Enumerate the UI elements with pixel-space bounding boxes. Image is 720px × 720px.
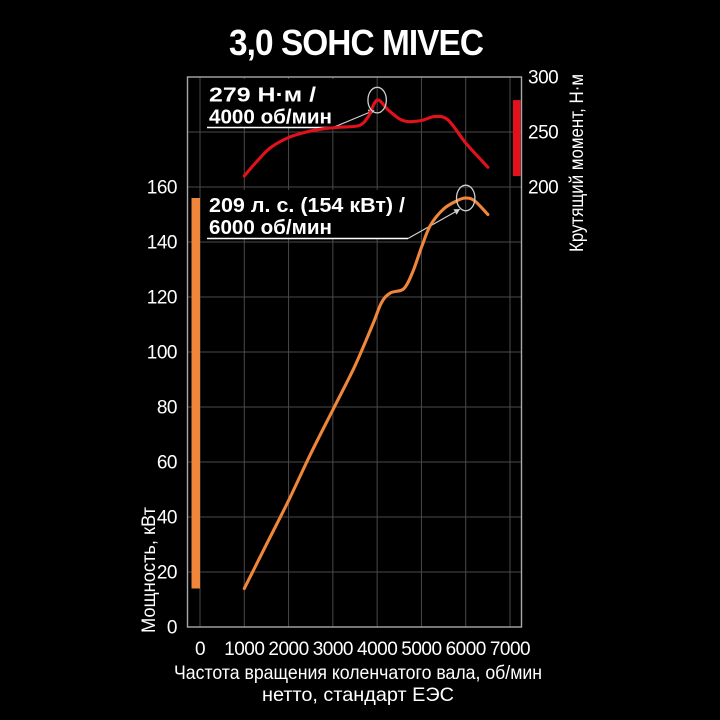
curves-layer	[242, 98, 490, 591]
torque-peak-box	[202, 79, 340, 128]
tick-labels-layer: 0 1000 2000 3000 4000 5000 6000 7000 0 20 40 60 80 10…	[147, 68, 559, 661]
y-left-tick-label: 40	[157, 508, 177, 529]
x-tick-label: 1000	[224, 639, 264, 660]
y-left-axis-title: Мощность, кВт	[138, 507, 160, 633]
x-tick-label: 6000	[446, 639, 486, 660]
y-right-tick-label: 300	[528, 68, 558, 89]
y-left-tick-label: 0	[167, 618, 177, 639]
markers-layer	[367, 86, 476, 212]
x-tick-label: 5000	[401, 639, 441, 660]
power-peak-box	[202, 190, 414, 239]
y-left-tick-label: 140	[147, 233, 177, 254]
y-left-tick-label: 80	[157, 398, 177, 419]
y-left-tick-label: 120	[147, 288, 177, 309]
annotation-torque-line2: 4000 об/мин	[209, 107, 332, 129]
x-axis-title-line1: Частота вращения коленчатого вала, об/ми…	[174, 662, 542, 684]
grid-layer	[187, 77, 522, 627]
y-left-tick-label: 160	[147, 178, 177, 199]
torque-peak-circle-marker	[367, 86, 387, 114]
annotation-power-line2: 6000 об/мин	[209, 217, 332, 239]
torque-range-bar	[513, 100, 521, 176]
x-tick-label: 4000	[357, 639, 397, 660]
chart-title: 3,0 SOHC MIVEC	[229, 22, 484, 63]
plot-frame	[186, 76, 523, 628]
annotation-torque-line1: 279 Н·м /	[209, 85, 317, 107]
y-right-tick-label: 250	[528, 123, 558, 144]
x-tick-label: 0	[195, 639, 205, 660]
y-right-axis-title: Крутящий момент, Н·м	[566, 74, 588, 252]
x-tick-label: 7000	[490, 639, 530, 660]
torque-curve	[242, 98, 490, 178]
power-peak-circle-marker	[455, 184, 476, 212]
annotation-boxes-layer	[202, 79, 461, 240]
annotation-power-line1: 209 л. с. (154 кВт) /	[209, 195, 405, 217]
y-left-tick-label: 20	[157, 563, 177, 584]
y-left-tick-label: 100	[147, 343, 177, 364]
y-right-tick-label: 200	[528, 178, 558, 199]
x-axis-title-line2: нетто, стандарт ЕЭС	[262, 684, 454, 706]
x-tick-label: 3000	[313, 639, 353, 660]
power-range-bar	[191, 198, 200, 589]
x-tick-label: 2000	[268, 639, 308, 660]
power-curve	[242, 196, 490, 591]
power-peak-arrowhead-icon	[453, 209, 461, 215]
range-bars-layer	[191, 100, 521, 589]
y-left-tick-label: 60	[157, 453, 177, 474]
torque-peak-leader-line	[332, 111, 370, 129]
